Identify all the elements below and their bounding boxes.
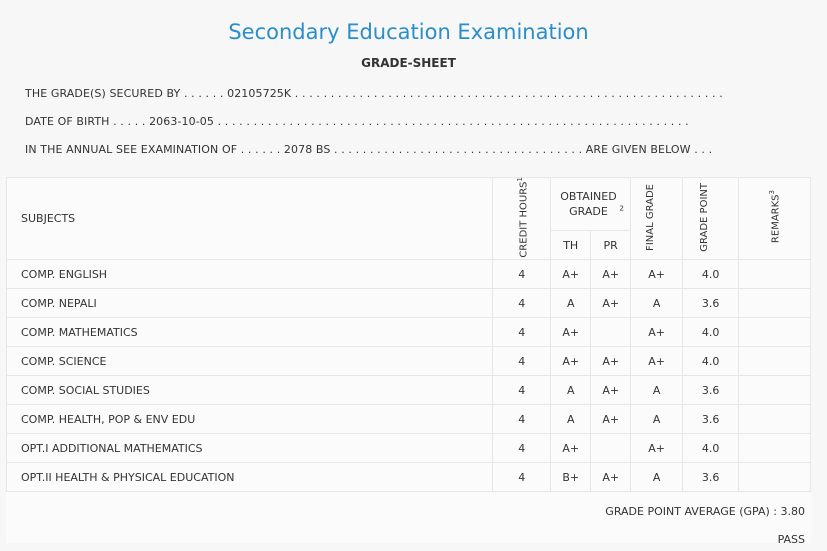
grade-point-cell: 4.0 — [682, 433, 740, 463]
th-grade-cell: A+ — [550, 259, 592, 289]
final-grade-cell: A+ — [630, 346, 684, 376]
gpa-summary: GRADE POINT AVERAGE (GPA) : 3.80 — [605, 505, 805, 518]
result-status: PASS — [777, 533, 805, 546]
grade-point-cell: 4.0 — [682, 346, 740, 376]
credit-cell: 4 — [492, 346, 552, 376]
remarks-cell — [738, 317, 811, 347]
pr-grade-cell — [590, 433, 632, 463]
secured-by-line: THE GRADE(S) SECURED BY . . . . . . 0210… — [25, 87, 723, 100]
grade-point-cell: 3.6 — [682, 404, 740, 434]
credit-cell: 4 — [492, 404, 552, 434]
subject-cell: OPT.II HEALTH & PHYSICAL EDUCATION — [5, 462, 494, 492]
grade-point-cell: 3.6 — [682, 462, 740, 492]
credit-cell: 4 — [492, 462, 552, 492]
th-grade-cell: A+ — [550, 346, 592, 376]
table-row: COMP. SOCIAL STUDIES 4 A A+ A 3.6 — [5, 375, 811, 405]
header-grade-point: GRADE POINT — [682, 177, 740, 260]
pr-grade-cell: A+ — [590, 288, 632, 318]
table-row: COMP. SCIENCE 4 A+ A+ A+ 4.0 — [5, 346, 811, 376]
header-remarks: REMARKS3 — [738, 177, 811, 260]
pr-grade-cell: A+ — [590, 375, 632, 405]
table-row: COMP. ENGLISH 4 A+ A+ A+ 4.0 — [5, 259, 811, 289]
th-grade-cell: B+ — [550, 462, 592, 492]
date-of-birth-line: DATE OF BIRTH . . . . . 2063-10-05 . . .… — [25, 115, 689, 128]
header-credit-hours: CREDIT HOURS1 — [492, 177, 552, 260]
final-grade-cell: A+ — [630, 317, 684, 347]
header-final-grade: FINAL GRADE — [630, 177, 684, 260]
remarks-cell — [738, 404, 811, 434]
th-grade-cell: A — [550, 375, 592, 405]
subject-cell: COMP. SCIENCE — [5, 346, 494, 376]
credit-cell: 4 — [492, 288, 552, 318]
grades-table: SUBJECTS CREDIT HOURS1 OBTAINED GRADE 2 F… — [5, 177, 811, 492]
page-title: Secondary Education Examination — [228, 20, 589, 44]
remarks-cell — [738, 288, 811, 318]
remarks-cell — [738, 375, 811, 405]
final-grade-cell: A — [630, 375, 684, 405]
grade-point-cell: 4.0 — [682, 259, 740, 289]
table-row: COMP. HEALTH, POP & ENV EDU 4 A A+ A 3.6 — [5, 404, 811, 434]
grade-point-cell: 3.6 — [682, 375, 740, 405]
subject-cell: COMP. ENGLISH — [5, 259, 494, 289]
credit-cell: 4 — [492, 259, 552, 289]
header-subjects: SUBJECTS — [5, 177, 494, 260]
grade-sheet-heading: GRADE-SHEET — [361, 56, 456, 70]
table-row: COMP. NEPALI 4 A A+ A 3.6 — [5, 288, 811, 318]
header-th: TH — [550, 230, 592, 260]
subject-cell: OPT.I ADDITIONAL MATHEMATICS — [5, 433, 494, 463]
header-obtained-grade: OBTAINED GRADE 2 — [550, 177, 632, 231]
remarks-cell — [738, 346, 811, 376]
grade-point-cell: 4.0 — [682, 317, 740, 347]
pr-grade-cell: A+ — [590, 259, 632, 289]
grade-point-cell: 3.6 — [682, 288, 740, 318]
pr-grade-cell — [590, 317, 632, 347]
th-grade-cell: A — [550, 288, 592, 318]
credit-cell: 4 — [492, 375, 552, 405]
remarks-cell — [738, 462, 811, 492]
pr-grade-cell: A+ — [590, 404, 632, 434]
remarks-cell — [738, 259, 811, 289]
header-pr: PR — [590, 230, 632, 260]
remarks-cell — [738, 433, 811, 463]
final-grade-cell: A — [630, 462, 684, 492]
final-grade-cell: A+ — [630, 433, 684, 463]
pr-grade-cell: A+ — [590, 462, 632, 492]
th-grade-cell: A+ — [550, 433, 592, 463]
subject-cell: COMP. MATHEMATICS — [5, 317, 494, 347]
final-grade-cell: A — [630, 404, 684, 434]
th-grade-cell: A — [550, 404, 592, 434]
subject-cell: COMP. SOCIAL STUDIES — [5, 375, 494, 405]
th-grade-cell: A+ — [550, 317, 592, 347]
exam-line: IN THE ANNUAL SEE EXAMINATION OF . . . .… — [25, 143, 713, 156]
subject-cell: COMP. NEPALI — [5, 288, 494, 318]
credit-cell: 4 — [492, 433, 552, 463]
subject-cell: COMP. HEALTH, POP & ENV EDU — [5, 404, 494, 434]
table-row: OPT.I ADDITIONAL MATHEMATICS 4 A+ A+ 4.0 — [5, 433, 811, 463]
table-row: COMP. MATHEMATICS 4 A+ A+ 4.0 — [5, 317, 811, 347]
pr-grade-cell: A+ — [590, 346, 632, 376]
credit-cell: 4 — [492, 317, 552, 347]
final-grade-cell: A — [630, 288, 684, 318]
final-grade-cell: A+ — [630, 259, 684, 289]
table-row: OPT.II HEALTH & PHYSICAL EDUCATION 4 B+ … — [5, 462, 811, 492]
